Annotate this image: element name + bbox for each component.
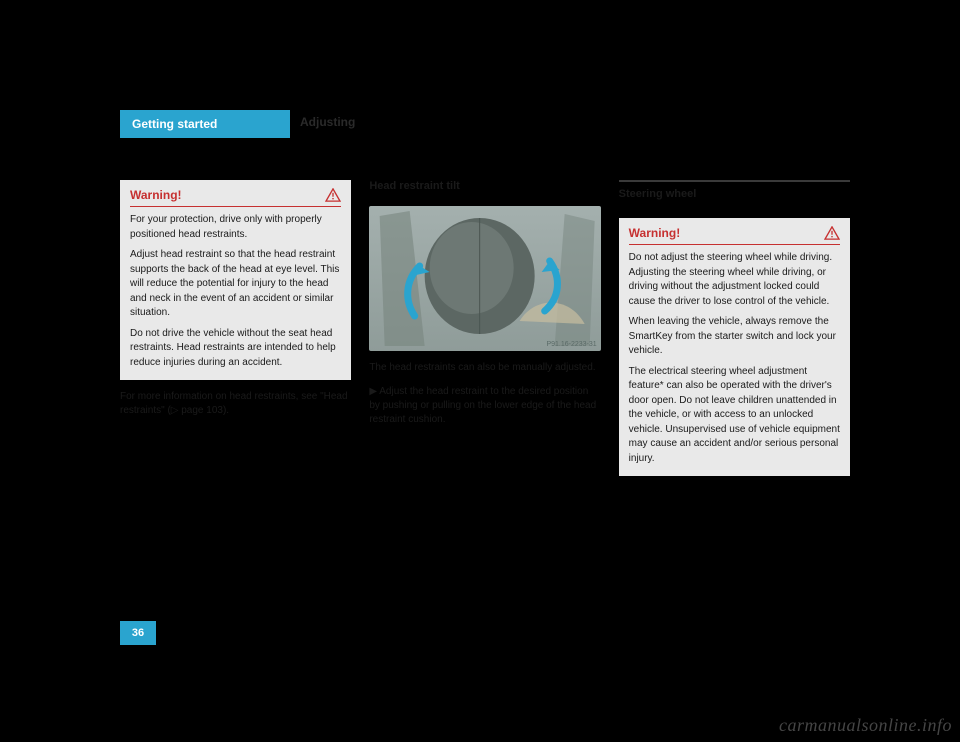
page-number: 36: [120, 621, 156, 645]
head-restraint-illustration: P91.16-2233-31: [369, 206, 600, 351]
chapter-tab: Getting started: [120, 110, 290, 138]
column-2: Head restraint tilt P91.: [369, 180, 600, 476]
warning-paragraph: The electrical steering wheel adjustment…: [629, 365, 840, 467]
warning-paragraph: Do not drive the vehicle without the sea…: [130, 327, 341, 371]
body-bullet: ▶ Adjust the head restraint to the desir…: [369, 385, 600, 427]
watermark: carmanualsonline.info: [779, 715, 952, 736]
column-1: Warning! For your protection, drive only…: [120, 180, 351, 476]
warning-label: Warning!: [629, 226, 681, 240]
warning-triangle-icon: [824, 226, 840, 240]
warning-box-head-restraints: Warning! For your protection, drive only…: [120, 180, 351, 380]
warning-body: Do not adjust the steering wheel while d…: [629, 251, 840, 466]
section-title: Adjusting: [300, 115, 355, 129]
content-columns: Warning! For your protection, drive only…: [120, 180, 850, 476]
warning-body: For your protection, drive only with pro…: [130, 213, 341, 370]
manual-page: Getting started Adjusting Warning! For y…: [90, 85, 870, 645]
warning-triangle-icon: [325, 188, 341, 202]
warning-paragraph: Adjust head restraint so that the head r…: [130, 248, 341, 321]
steering-heading: Steering wheel: [619, 188, 850, 200]
warning-paragraph: For your protection, drive only with pro…: [130, 213, 341, 242]
warning-label: Warning!: [130, 188, 182, 202]
warning-paragraph: When leaving the vehicle, always remove …: [629, 315, 840, 359]
warning-header: Warning!: [629, 226, 840, 245]
headrest-svg: [369, 206, 600, 351]
steering-heading-block: Steering wheel: [619, 180, 850, 204]
divider: [619, 180, 850, 182]
column-3: Steering wheel Warning! Do not adjust th…: [619, 180, 850, 476]
illustration-code: P91.16-2233-31: [546, 341, 596, 348]
body-paragraph: The head restraints can also be manually…: [369, 361, 600, 375]
warning-header: Warning!: [130, 188, 341, 207]
info-text: For more information on head restraints,…: [120, 390, 351, 418]
warning-box-steering: Warning! Do not adjust the steering whee…: [619, 218, 850, 476]
warning-paragraph: Do not adjust the steering wheel while d…: [629, 251, 840, 309]
illustration-heading: Head restraint tilt: [369, 180, 600, 192]
